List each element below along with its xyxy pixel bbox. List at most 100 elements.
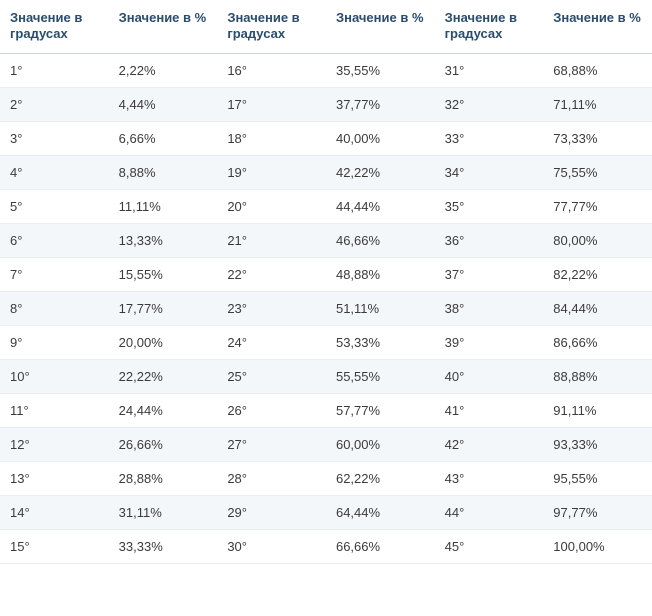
table-cell: 19° — [217, 155, 326, 189]
table-cell: 25° — [217, 359, 326, 393]
table-cell: 28,88% — [109, 461, 218, 495]
table-cell: 42,22% — [326, 155, 435, 189]
table-cell: 2° — [0, 87, 109, 121]
table-cell: 11,11% — [109, 189, 218, 223]
table-cell: 82,22% — [543, 257, 652, 291]
table-row: 6°13,33%21°46,66%36°80,00% — [0, 223, 652, 257]
table-cell: 4° — [0, 155, 109, 189]
col-header-deg-2: Значение в градусах — [217, 0, 326, 53]
table-cell: 62,22% — [326, 461, 435, 495]
table-row: 13°28,88%28°62,22%43°95,55% — [0, 461, 652, 495]
table-cell: 27° — [217, 427, 326, 461]
table-cell: 33° — [435, 121, 544, 155]
table-cell: 100,00% — [543, 529, 652, 563]
table-cell: 13,33% — [109, 223, 218, 257]
table-cell: 15,55% — [109, 257, 218, 291]
table-cell: 38° — [435, 291, 544, 325]
table-cell: 6° — [0, 223, 109, 257]
table-cell: 60,00% — [326, 427, 435, 461]
table-cell: 53,33% — [326, 325, 435, 359]
table-row: 1°2,22%16°35,55%31°68,88% — [0, 53, 652, 87]
table-cell: 43° — [435, 461, 544, 495]
table-cell: 31° — [435, 53, 544, 87]
table-cell: 48,88% — [326, 257, 435, 291]
table-row: 2°4,44%17°37,77%32°71,11% — [0, 87, 652, 121]
col-header-pct-1: Значение в % — [109, 0, 218, 53]
table-row: 9°20,00%24°53,33%39°86,66% — [0, 325, 652, 359]
table-cell: 18° — [217, 121, 326, 155]
table-row: 15°33,33%30°66,66%45°100,00% — [0, 529, 652, 563]
table-cell: 35° — [435, 189, 544, 223]
table-cell: 7° — [0, 257, 109, 291]
table-row: 10°22,22%25°55,55%40°88,88% — [0, 359, 652, 393]
table-cell: 44° — [435, 495, 544, 529]
table-cell: 41° — [435, 393, 544, 427]
table-cell: 1° — [0, 53, 109, 87]
table-cell: 11° — [0, 393, 109, 427]
table-cell: 12° — [0, 427, 109, 461]
table-row: 5°11,11%20°44,44%35°77,77% — [0, 189, 652, 223]
table-cell: 21° — [217, 223, 326, 257]
col-header-pct-2: Значение в % — [326, 0, 435, 53]
table-cell: 34° — [435, 155, 544, 189]
table-cell: 73,33% — [543, 121, 652, 155]
table-cell: 20,00% — [109, 325, 218, 359]
table-cell: 57,77% — [326, 393, 435, 427]
table-cell: 88,88% — [543, 359, 652, 393]
table-cell: 42° — [435, 427, 544, 461]
conversion-table: Значение в градусах Значение в % Значени… — [0, 0, 652, 564]
table-body: 1°2,22%16°35,55%31°68,88%2°4,44%17°37,77… — [0, 53, 652, 563]
col-header-deg-3: Значение в градусах — [435, 0, 544, 53]
table-cell: 44,44% — [326, 189, 435, 223]
table-cell: 9° — [0, 325, 109, 359]
table-cell: 97,77% — [543, 495, 652, 529]
table-cell: 26° — [217, 393, 326, 427]
table-cell: 17,77% — [109, 291, 218, 325]
table-cell: 20° — [217, 189, 326, 223]
table-cell: 26,66% — [109, 427, 218, 461]
table-cell: 37° — [435, 257, 544, 291]
table-cell: 71,11% — [543, 87, 652, 121]
table-cell: 14° — [0, 495, 109, 529]
table-cell: 84,44% — [543, 291, 652, 325]
table-cell: 37,77% — [326, 87, 435, 121]
table-cell: 75,55% — [543, 155, 652, 189]
table-cell: 55,55% — [326, 359, 435, 393]
table-row: 7°15,55%22°48,88%37°82,22% — [0, 257, 652, 291]
table-cell: 64,44% — [326, 495, 435, 529]
table-cell: 91,11% — [543, 393, 652, 427]
table-cell: 39° — [435, 325, 544, 359]
table-cell: 40,00% — [326, 121, 435, 155]
table-cell: 10° — [0, 359, 109, 393]
table-cell: 8,88% — [109, 155, 218, 189]
table-row: 8°17,77%23°51,11%38°84,44% — [0, 291, 652, 325]
table-cell: 31,11% — [109, 495, 218, 529]
table-cell: 16° — [217, 53, 326, 87]
table-cell: 95,55% — [543, 461, 652, 495]
table-cell: 93,33% — [543, 427, 652, 461]
table-cell: 32° — [435, 87, 544, 121]
table-row: 14°31,11%29°64,44%44°97,77% — [0, 495, 652, 529]
table-cell: 6,66% — [109, 121, 218, 155]
table-cell: 4,44% — [109, 87, 218, 121]
table-cell: 13° — [0, 461, 109, 495]
table-cell: 46,66% — [326, 223, 435, 257]
table-row: 12°26,66%27°60,00%42°93,33% — [0, 427, 652, 461]
table-cell: 51,11% — [326, 291, 435, 325]
table-row: 3°6,66%18°40,00%33°73,33% — [0, 121, 652, 155]
table-header-row: Значение в градусах Значение в % Значени… — [0, 0, 652, 53]
table-cell: 5° — [0, 189, 109, 223]
table-row: 4°8,88%19°42,22%34°75,55% — [0, 155, 652, 189]
table-cell: 22,22% — [109, 359, 218, 393]
table-cell: 15° — [0, 529, 109, 563]
table-cell: 36° — [435, 223, 544, 257]
table-row: 11°24,44%26°57,77%41°91,11% — [0, 393, 652, 427]
table-cell: 17° — [217, 87, 326, 121]
table-cell: 33,33% — [109, 529, 218, 563]
table-cell: 28° — [217, 461, 326, 495]
table-cell: 86,66% — [543, 325, 652, 359]
table-cell: 2,22% — [109, 53, 218, 87]
table-cell: 22° — [217, 257, 326, 291]
col-header-deg-1: Значение в градусах — [0, 0, 109, 53]
table-cell: 66,66% — [326, 529, 435, 563]
